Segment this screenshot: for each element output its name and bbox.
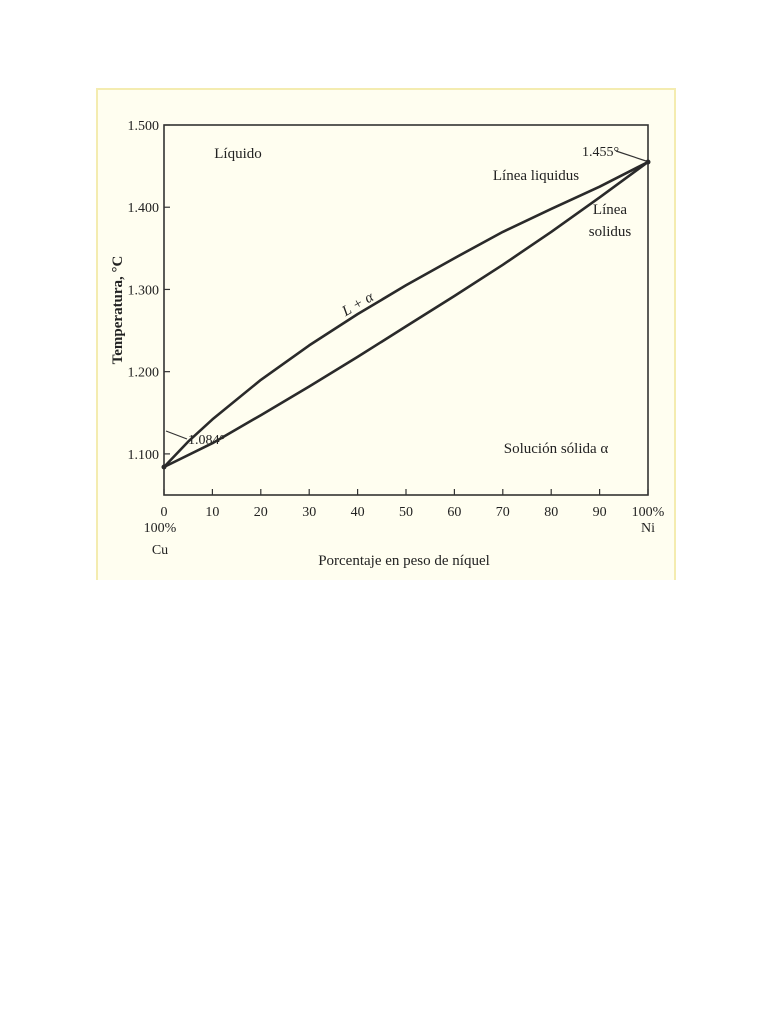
x-right-end-label-element: Ni [641,521,655,536]
x-tick-label: 80 [544,505,558,520]
y-tick-label: 1.500 [128,119,160,134]
cu-melting-point [161,464,167,470]
liquidus-line-label: Línea liquidus [493,168,579,184]
x-left-end-label-percent: 100% [144,521,177,536]
x-tick-label: 90 [593,505,607,520]
solidus-line-label-1: Línea [593,202,627,218]
liquidus-line [163,160,649,468]
phase-diagram-chart: Temperatura, °C Porcentaje en peso de ní… [110,119,665,569]
x-tick-label: 70 [496,505,510,520]
y-axis-label: Temperatura, °C [110,256,126,365]
y-tick-label: 1.400 [128,201,160,216]
y-tick-label: 1.100 [128,448,160,463]
y-tick-label: 1.300 [128,283,160,298]
axis-ticks: 0 10 20 30 40 50 60 70 80 90 100% 1.100 1.200 1.300 1.… [128,119,665,520]
ni-melting-point-leader [615,150,647,162]
scan-background [96,88,676,580]
x-tick-label: 10 [205,505,219,520]
ni-melting-point-label: 1.455° [582,145,619,160]
x-left-end-label-element: Cu [152,543,168,558]
region-label-liquido: Líquido [214,146,262,162]
cu-melting-point-label: 1.084° [188,433,225,448]
x-tick-label: 0 [161,505,168,520]
x-axis-label: Porcentaje en peso de níquel [318,553,490,569]
x-tick-label: 60 [447,505,461,520]
x-tick-label: 30 [302,505,316,520]
region-label-solid-solution: Solución sólida α [504,441,609,457]
cu-melting-point-leader [165,430,188,440]
series-lines [161,159,651,470]
x-tick-label: 100% [632,505,665,520]
x-tick-label: 20 [254,505,268,520]
x-tick-label: 40 [351,505,365,520]
ni-melting-point [645,159,651,165]
solidus-line-label-2: solidus [589,224,632,240]
solidus-line [163,160,649,469]
y-tick-label: 1.200 [128,366,160,381]
x-tick-label: 50 [399,505,413,520]
